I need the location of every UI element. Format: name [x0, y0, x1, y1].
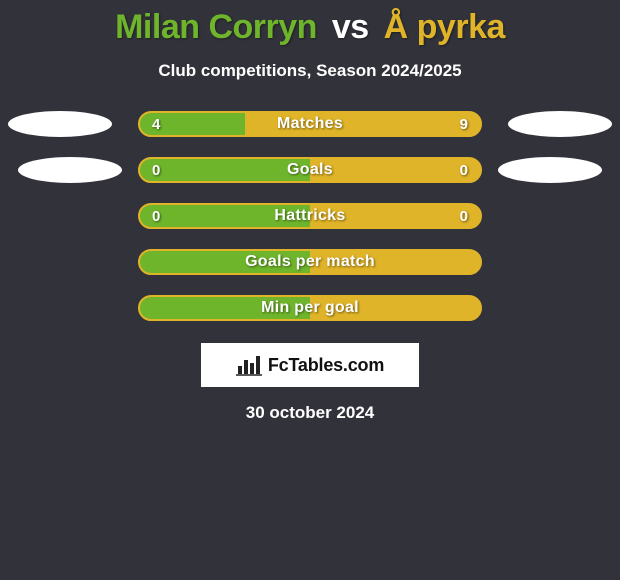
- stat-bar: Goals per match: [138, 249, 482, 275]
- stat-row: Min per goal: [0, 295, 620, 321]
- player-ellipse-right: [498, 157, 602, 183]
- player-ellipse-right: [508, 111, 612, 137]
- stat-value-left: 0: [152, 159, 160, 181]
- stat-value-right: 9: [460, 113, 468, 135]
- stat-label: Goals: [140, 159, 480, 181]
- page-title: Milan Corryn vs Å pyrka: [115, 8, 505, 47]
- title-vs: vs: [332, 8, 369, 46]
- bar-chart-icon: [236, 354, 262, 376]
- stat-bar: Matches4 9: [138, 111, 482, 137]
- stat-label: Min per goal: [140, 297, 480, 319]
- comparison-card: Milan Corryn vs Å pyrka Club competition…: [0, 0, 620, 423]
- stat-bar: Goals0 0: [138, 157, 482, 183]
- stat-row: Hattricks0 0: [0, 203, 620, 229]
- stats-rows: Matches49Goals00Hattricks00Goals per mat…: [0, 111, 620, 321]
- stat-row: Matches4 9: [0, 111, 620, 137]
- title-player1: Milan Corryn: [115, 8, 317, 46]
- date-label: 30 october 2024: [246, 403, 375, 423]
- stat-label: Matches: [140, 113, 480, 135]
- player-ellipse-left: [8, 111, 112, 137]
- title-player2: Å pyrka: [384, 8, 505, 46]
- stat-bar: Min per goal: [138, 295, 482, 321]
- stat-label: Goals per match: [140, 251, 480, 273]
- subtitle: Club competitions, Season 2024/2025: [158, 61, 461, 81]
- stat-bar: Hattricks0 0: [138, 203, 482, 229]
- stat-value-right: 0: [460, 159, 468, 181]
- stat-label: Hattricks: [140, 205, 480, 227]
- stat-value-left: 4: [152, 113, 160, 135]
- logo-box: FcTables.com: [201, 343, 419, 387]
- stat-row: Goals per match: [0, 249, 620, 275]
- stat-value-left: 0: [152, 205, 160, 227]
- stat-row: Goals0 0: [0, 157, 620, 183]
- stat-value-right: 0: [460, 205, 468, 227]
- player-ellipse-left: [18, 157, 122, 183]
- logo-text: FcTables.com: [268, 355, 384, 376]
